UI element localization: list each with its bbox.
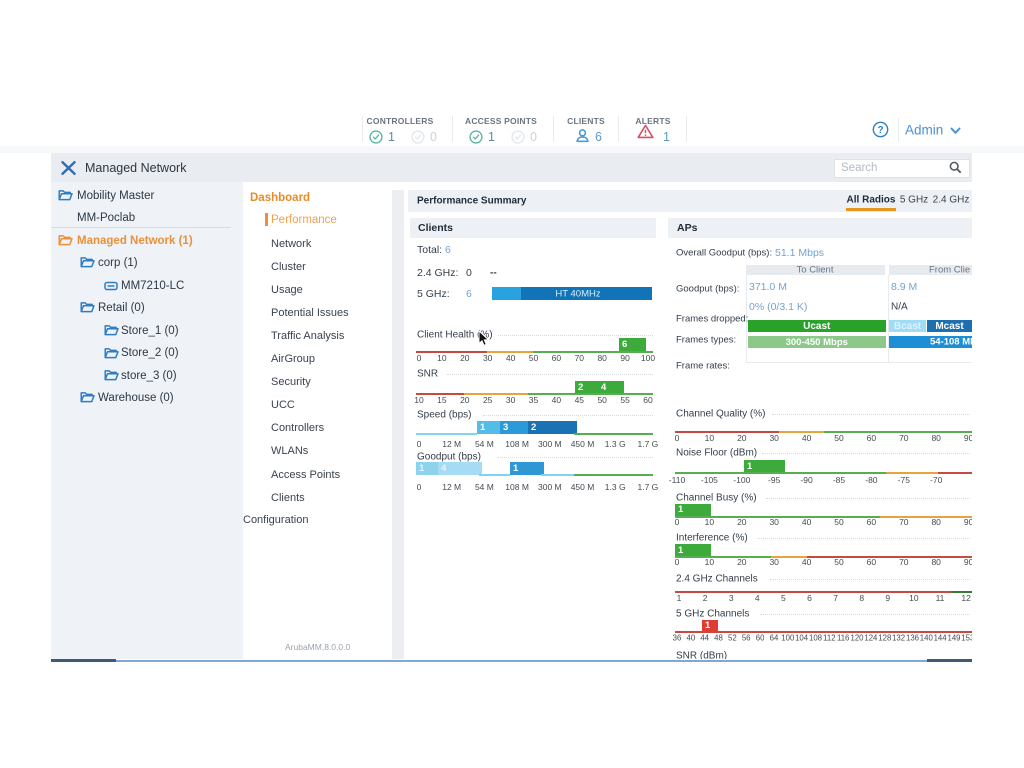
svg-text:?: ? [877,125,883,136]
